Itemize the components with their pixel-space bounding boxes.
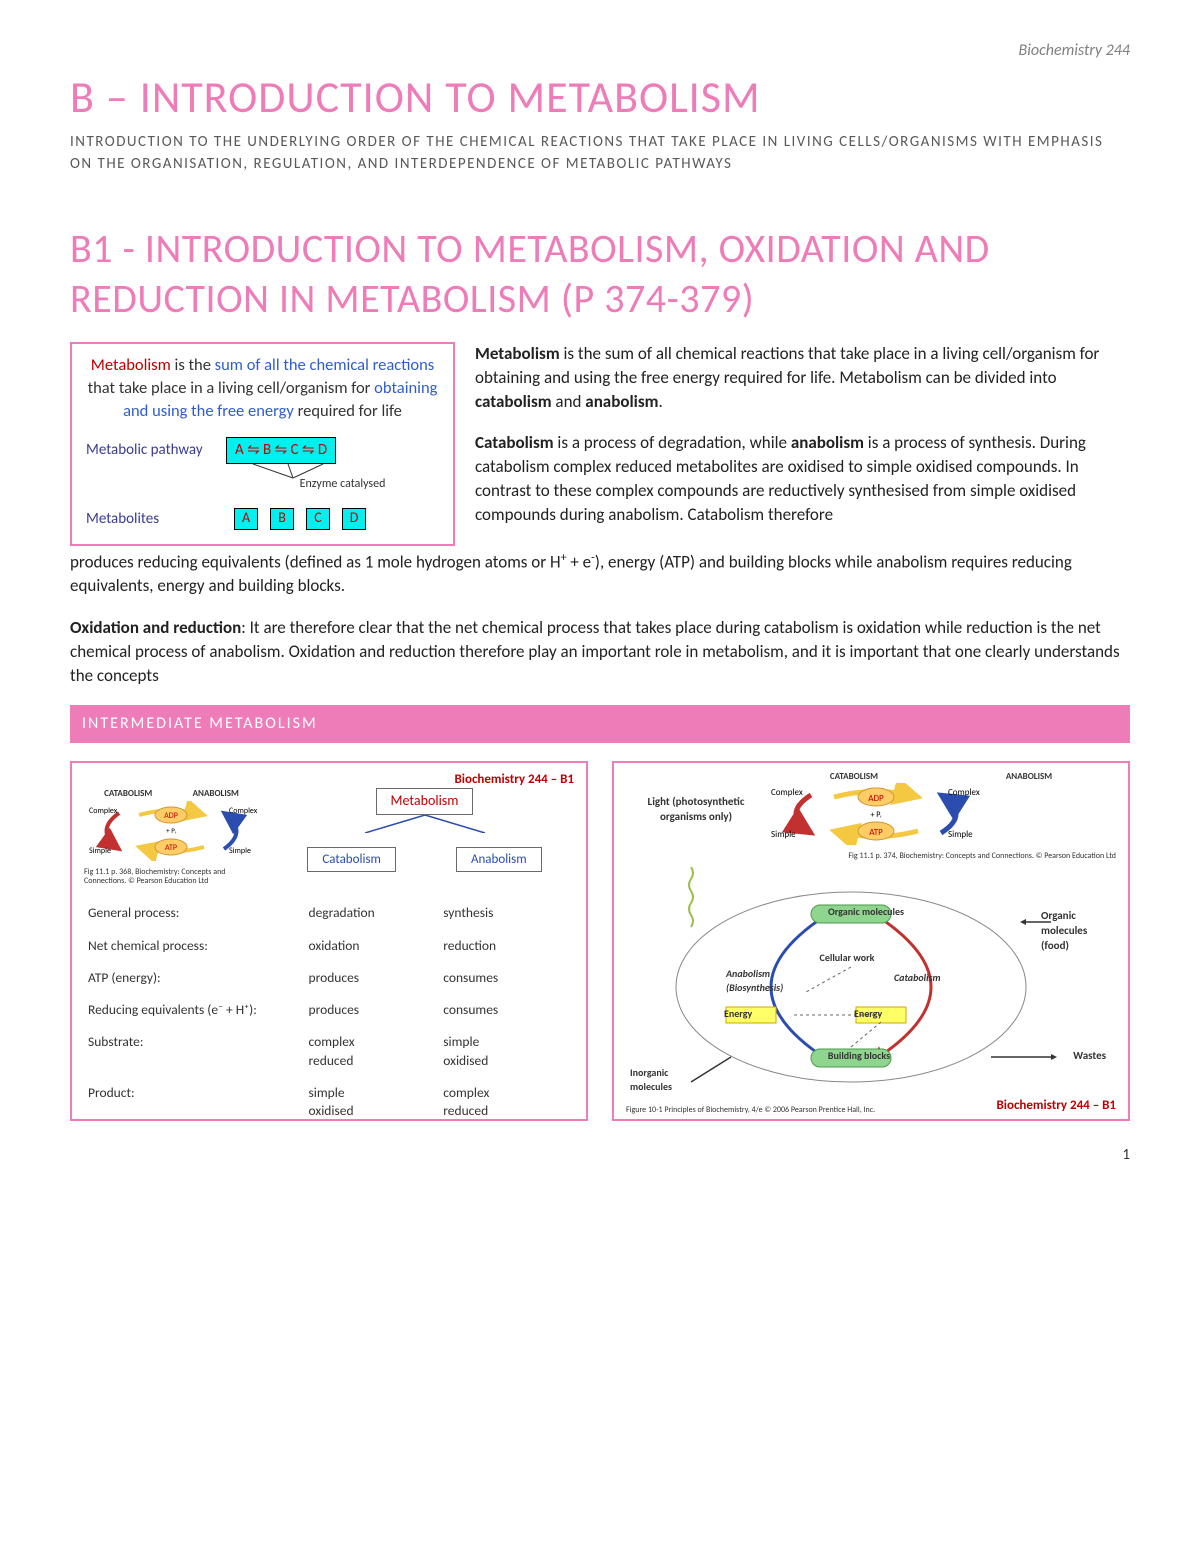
pi-label: + Pᵢ (166, 826, 176, 835)
metabolite-a: A (234, 508, 258, 530)
section-bar-intermediate: INTERMEDIATE METABOLISM (70, 705, 1130, 743)
fig1-cycle: CATABOLISM ANABOLISM ADP (84, 788, 259, 885)
svg-text:Complex: Complex (89, 806, 118, 816)
svg-text:Simple: Simple (948, 829, 973, 840)
atp-label: ATP (165, 843, 177, 853)
table-row: Substrate:complexreducedsimpleoxidised (84, 1026, 574, 1076)
metabolite-b: B (270, 508, 294, 530)
svg-text:+ Pᵢ: + Pᵢ (870, 810, 882, 820)
fig2-caption-bottom: Figure 10-1 Principles of Biochemistry, … (626, 1106, 875, 1115)
connector (86, 464, 439, 478)
fig1-tree: Metabolism Catabolism Anabolism (275, 788, 574, 885)
table-row: Product:simpleoxidisedcomplexreduced (84, 1077, 574, 1127)
pathway-sequence: A ⇋ B ⇋ C ⇋ D (226, 437, 336, 463)
definition-row: Metabolism is the sum of all the chemica… (70, 342, 1130, 546)
subtitle: INTRODUCTION TO THE UNDERLYING ORDER OF … (70, 131, 1130, 176)
fig2-caption-top: Fig 11.1 p. 374, Biochemistry: Concepts … (766, 852, 1116, 861)
light-label: Light (photosynthetic organisms only) (626, 771, 766, 861)
svg-text:Simple: Simple (229, 846, 251, 856)
section-title: B1 - INTRODUCTION TO METABOLISM, OXIDATI… (70, 224, 1130, 324)
fig1-caption: Fig 11.1 p. 368, Biochemistry: Concepts … (84, 868, 259, 886)
adp-label: ADP (164, 811, 178, 821)
para-metabolism: Metabolism is the sum of all chemical re… (475, 342, 1130, 413)
page-number: 1 (70, 1145, 1130, 1165)
metabolite-c: C (306, 508, 330, 530)
main-title: B – INTRODUCTION TO METABOLISM (70, 68, 1130, 127)
definition-text: Metabolism is the sum of all the chemica… (86, 354, 439, 423)
svg-text:ADP: ADP (868, 793, 884, 804)
tree-catabolism: Catabolism (307, 847, 396, 873)
fig2-cycle: CATABOLISM ANABOLISM ADP ATP + Pᵢ Comple… (766, 771, 1116, 861)
table-row: Net chemical process:oxidationreduction (84, 930, 574, 962)
table-row: ATP (energy):producesconsumes (84, 962, 574, 994)
cycle2-svg: ADP ATP + Pᵢ Complex Simple Complex Simp… (766, 783, 986, 845)
comparison-table: General process:degradationsynthesisNet … (84, 897, 574, 1127)
svg-text:Complex: Complex (229, 806, 258, 816)
table-row: Reducing equivalents (e⁻ + H⁺):producesc… (84, 994, 574, 1026)
definition-box: Metabolism is the sum of all the chemica… (70, 342, 455, 546)
svg-text:Simple: Simple (771, 829, 796, 840)
figure-2: Light (photosynthetic organisms only) CA… (612, 761, 1130, 1121)
tree-root: Metabolism (376, 788, 474, 815)
metabolite-boxes: A B C D (234, 508, 366, 530)
course-header: Biochemistry 244 (70, 40, 1130, 62)
para-catabolism-start: Catabolism is a process of degradation, … (475, 431, 1130, 526)
pathway-label: Metabolic pathway (86, 440, 226, 460)
svg-text:Complex: Complex (771, 787, 803, 798)
svg-text:ATP: ATP (869, 827, 883, 838)
table-row: General process:degradationsynthesis (84, 897, 574, 929)
metabolites-label: Metabolites (86, 509, 226, 529)
cell-diagram: Organic molecules Building blocks Energy… (626, 867, 1116, 1097)
diagram-row: Biochemistry 244 – B1 CATABOLISM ANABOLI… (70, 761, 1130, 1121)
fig2-top: Light (photosynthetic organisms only) CA… (626, 771, 1116, 861)
fig1-title: Biochemistry 244 – B1 (84, 771, 574, 789)
svg-text:Simple: Simple (89, 846, 111, 856)
pathway-row: Metabolic pathway A ⇋ B ⇋ C ⇋ D (86, 437, 439, 463)
cycle-svg: ADP ATP + Pᵢ Complex Simple Complex Simp… (84, 801, 259, 861)
para-catabolism-rest: produces reducing equivalents (defined a… (70, 550, 1130, 598)
metabolites-row: Metabolites A B C D (86, 508, 439, 530)
figure-1: Biochemistry 244 – B1 CATABOLISM ANABOLI… (70, 761, 588, 1121)
fig1-top: CATABOLISM ANABOLISM ADP (84, 788, 574, 885)
svg-text:Complex: Complex (948, 787, 980, 798)
para-oxidation: Oxidation and reduction: It are therefor… (70, 616, 1130, 687)
fig2-title-bottom: Biochemistry 244 – B1 (996, 1097, 1116, 1115)
metabolite-d: D (342, 508, 366, 530)
tree-anabolism: Anabolism (456, 847, 542, 873)
intro-paragraphs: Metabolism is the sum of all chemical re… (475, 342, 1130, 546)
